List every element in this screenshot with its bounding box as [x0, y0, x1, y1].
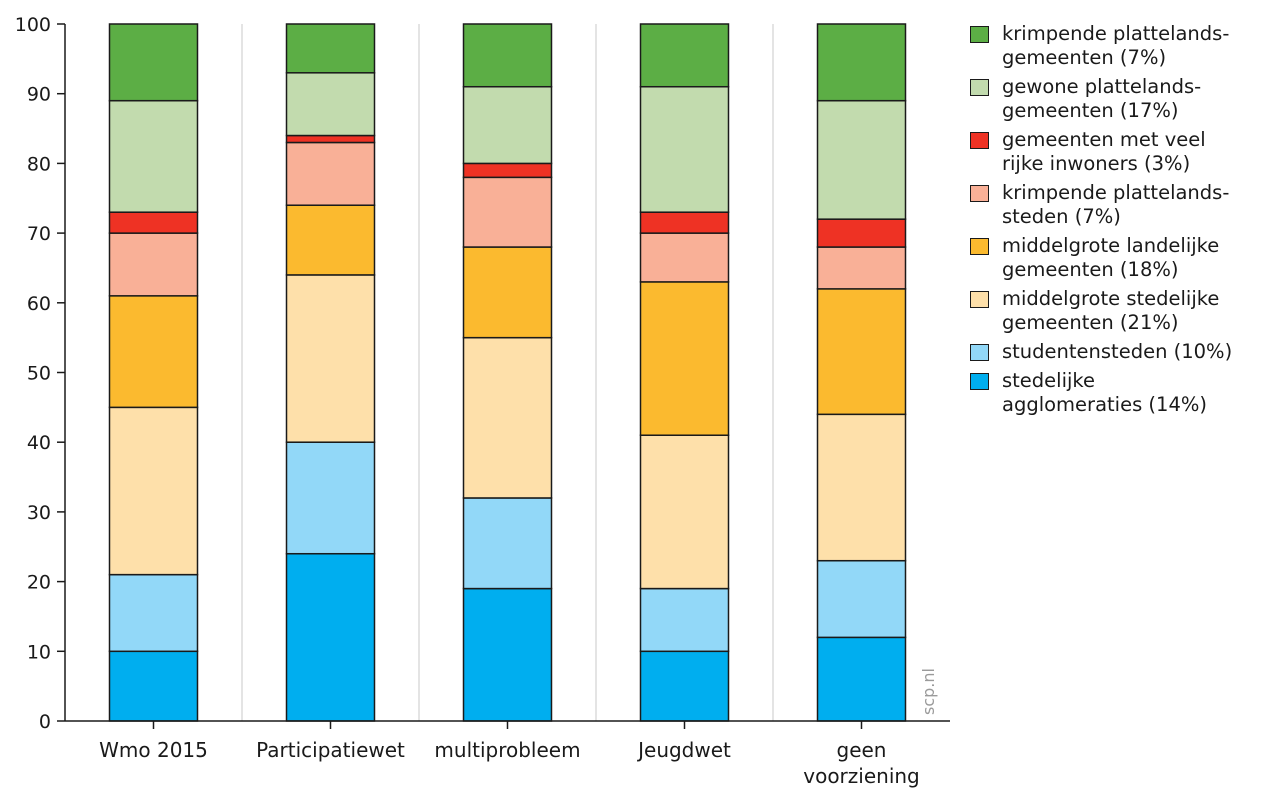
x-tick-label: Wmo 2015 [99, 738, 208, 762]
y-tick-label: 40 [27, 432, 51, 454]
y-tick-label: 30 [27, 502, 51, 524]
bar-segment [816, 559, 907, 639]
legend-item: gewone plattelands- gemeenten (17%) [970, 75, 1262, 123]
bar-segment [108, 295, 199, 409]
axes: 0 10 20 30 40 50 60 70 80 90 100 Wmo 2015 Participat… [15, 14, 950, 788]
y-tick-label: 50 [27, 363, 51, 385]
bar-segment [285, 274, 376, 443]
legend-label: stedelijke agglomeraties (14%) [1002, 369, 1207, 416]
bar-segment [462, 497, 553, 590]
bar-segment [639, 211, 730, 234]
legend-label: gewone plattelands- gemeenten (17%) [1002, 75, 1202, 122]
bar-segment [816, 413, 907, 562]
bars [108, 23, 907, 722]
bar-segment [285, 134, 376, 144]
bar-segment [462, 85, 553, 165]
bar-segment [816, 23, 907, 102]
bar-segment [108, 406, 199, 576]
bar-segment [816, 288, 907, 416]
legend-item: krimpende plattelands- gemeenten (7%) [970, 22, 1262, 70]
bar-segment [639, 23, 730, 88]
legend-item: middelgrote landelijke gemeenten (18%) [970, 234, 1262, 282]
legend-swatch [970, 79, 989, 96]
legend-label: studentensteden (10%) [1002, 340, 1233, 363]
bar-segment [462, 336, 553, 499]
bar-segment [639, 434, 730, 590]
bar-segment [462, 176, 553, 248]
bar-segment [639, 650, 730, 722]
legend-swatch [970, 132, 989, 149]
x-tick-label: multiprobleem [434, 738, 580, 762]
bar-segment [816, 99, 907, 220]
legend-label: krimpende plattelands- steden (7%) [1002, 181, 1230, 228]
bar-segment [285, 141, 376, 206]
legend-swatch [970, 185, 989, 202]
bar-segment [462, 246, 553, 339]
legend-swatch [970, 26, 989, 43]
bar-segment [462, 587, 553, 722]
legend-swatch [970, 291, 989, 308]
legend-swatch [970, 373, 989, 390]
bar-segment [108, 650, 199, 722]
bar-segment [639, 281, 730, 436]
bar-segment [285, 72, 376, 137]
bar-segment [816, 218, 907, 248]
legend-label: gemeenten met veel rijke inwoners (3%) [1002, 128, 1206, 175]
bar-segment [108, 99, 199, 213]
bar-segment [285, 441, 376, 555]
legend-item: stedelijke agglomeraties (14%) [970, 369, 1262, 417]
bar-segment [462, 162, 553, 179]
grid-lines [241, 24, 774, 721]
legend-item: studentensteden (10%) [970, 340, 1262, 364]
legend-swatch [970, 238, 989, 255]
y-tick-label: 0 [39, 711, 51, 733]
y-tick-label: 90 [27, 84, 51, 106]
bar-segment [462, 23, 553, 88]
bar-segment [108, 211, 199, 234]
stacked-bar-chart: 0 10 20 30 40 50 60 70 80 90 100 Wmo 2015 Participat… [15, 14, 950, 788]
bar-segment [285, 204, 376, 276]
bar-segment [285, 23, 376, 74]
legend: krimpende plattelands- gemeenten (7%) gew… [970, 22, 1262, 422]
watermark-text: scp.nl [919, 668, 938, 715]
x-tick-label: Jeugdwet [636, 738, 731, 762]
bar-segment [108, 573, 199, 653]
legend-label: krimpende plattelands- gemeenten (7%) [1002, 22, 1230, 69]
y-tick-label: 60 [27, 293, 51, 315]
bar-segment [639, 85, 730, 213]
legend-label: middelgrote landelijke gemeenten (18%) [1002, 234, 1220, 281]
y-tick-label: 20 [27, 572, 51, 594]
bar-segment [108, 232, 199, 297]
legend-item: gemeenten met veel rijke inwoners (3%) [970, 128, 1262, 176]
bar-segment [285, 552, 376, 722]
bar-segment [639, 587, 730, 653]
legend-item: middelgrote stedelijke gemeenten (21%) [970, 287, 1262, 335]
y-tick-label: 100 [15, 14, 51, 36]
legend-swatch [970, 344, 989, 361]
legend-label: middelgrote stedelijke gemeenten (21%) [1002, 287, 1220, 334]
bar-segment [816, 636, 907, 722]
y-tick-label: 10 [27, 641, 51, 663]
bar-segment [816, 246, 907, 290]
x-tick-label: geen voorziening [803, 738, 920, 788]
y-tick-label: 70 [27, 223, 51, 245]
x-tick-label: Participatiewet [256, 738, 405, 762]
bar-segment [639, 232, 730, 283]
y-tick-label: 80 [27, 153, 51, 175]
bar-segment [108, 23, 199, 102]
legend-item: krimpende plattelands- steden (7%) [970, 181, 1262, 229]
